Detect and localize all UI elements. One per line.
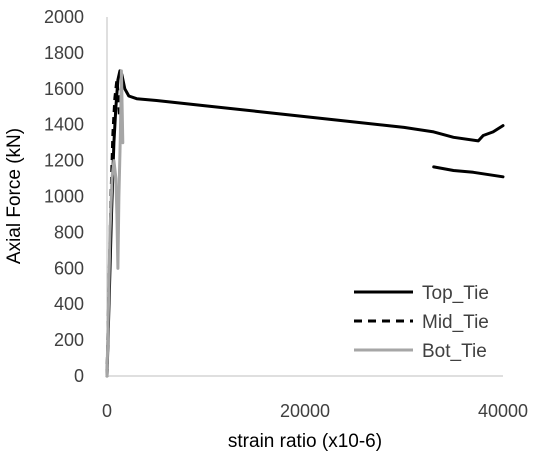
y-tick-label: 1200 — [44, 151, 84, 171]
y-tick-label: 1000 — [44, 187, 84, 207]
series-layer — [105, 69, 505, 378]
x-axis-title: strain ratio (x10-6) — [228, 431, 382, 452]
x-tick-label: 20000 — [280, 401, 330, 421]
y-tick-label: 800 — [54, 222, 84, 242]
x-axis-ticks: 0 20000 40000 — [102, 401, 528, 421]
legend-label: Top_Tie — [422, 283, 489, 304]
y-tick-label: 1800 — [44, 43, 84, 63]
x-tick-label: 40000 — [478, 401, 528, 421]
series-line-bot-tie — [105, 69, 125, 378]
legend-label: Bot_Tie — [422, 341, 487, 362]
y-tick-label: 400 — [54, 294, 84, 314]
x-tick-label: 0 — [102, 401, 112, 421]
legend: Top_Tie Mid_Tie Bot_Tie — [354, 283, 489, 362]
y-axis-ticks: 0 200 400 600 800 1000 1200 1400 1600 1800 2000 — [44, 7, 84, 386]
y-tick-label: 600 — [54, 258, 84, 278]
y-tick-label: 0 — [74, 366, 84, 386]
series-line-top-tie — [432, 165, 505, 179]
y-tick-label: 1600 — [44, 79, 84, 99]
y-tick-label: 200 — [54, 330, 84, 350]
y-tick-label: 2000 — [44, 7, 84, 27]
y-axis-title: Axial Force (kN) — [4, 128, 25, 264]
y-tick-label: 1400 — [44, 115, 84, 135]
legend-label: Mid_Tie — [422, 312, 489, 333]
